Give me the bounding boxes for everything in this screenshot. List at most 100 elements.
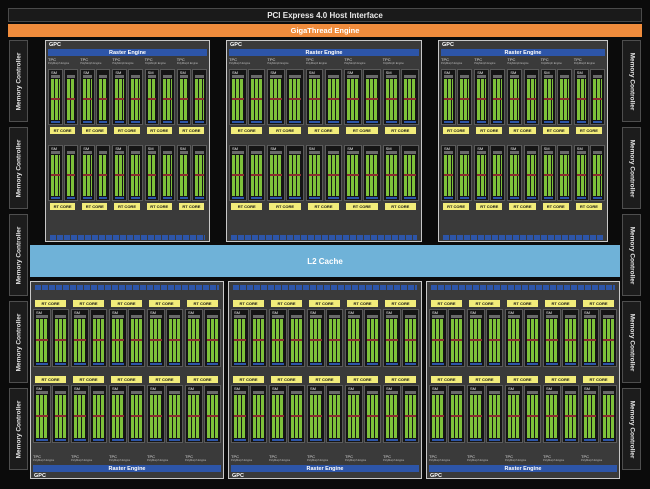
sm-texture-units: [83, 197, 92, 199]
sm-scheduler: [150, 315, 162, 318]
streaming-multiprocessor: [589, 145, 605, 201]
sm-scheduler: [66, 151, 76, 154]
tpc: TPC PolyMorph Engine: [574, 57, 605, 67]
sm-scheduler: [477, 151, 487, 154]
sm-texture-units: [234, 439, 246, 441]
sm-scheduler: [328, 391, 340, 394]
streaming-multiprocessor: SM: [581, 309, 599, 367]
cuda-cores: [270, 79, 283, 120]
polymorph-engine: PolyMorph Engine: [109, 459, 131, 462]
streaming-multiprocessor: [203, 309, 221, 367]
sm-texture-units: [348, 363, 360, 365]
cuda-cores: [488, 319, 500, 362]
sm-label: SM: [432, 310, 438, 315]
sm-scheduler: [546, 315, 558, 318]
sm-scheduler: [576, 151, 586, 154]
sm-scheduler: [51, 151, 60, 154]
sm-label: SM: [150, 310, 156, 315]
sm-texture-units: [576, 121, 586, 123]
rt-core: RT CORE: [269, 203, 301, 210]
tpc: TPC PolyMorph Engine: [543, 454, 579, 464]
sm-texture-units: [131, 197, 140, 199]
sm-scheduler: [510, 75, 520, 78]
sm-label: SM: [543, 146, 550, 151]
cuda-cores: [168, 319, 180, 362]
sm-label: SM: [347, 70, 354, 75]
sm-texture-units: [526, 121, 536, 123]
sm-texture-units: [195, 197, 204, 199]
sm-label: SM: [115, 70, 122, 75]
rt-core: RT CORE: [309, 300, 340, 307]
sm-label: SM: [444, 146, 450, 151]
rt-core: RT CORE: [146, 127, 172, 134]
tpc-label: TPC: [176, 57, 185, 62]
polymorph-engine: PolyMorph Engine: [267, 62, 289, 65]
sm-texture-units: [348, 439, 360, 441]
sm-texture-units: [592, 121, 602, 123]
sm-scheduler: [308, 151, 321, 154]
sm-label: SM: [179, 146, 186, 151]
streaming-multiprocessor: [287, 385, 305, 443]
streaming-multiprocessor: SM: [581, 385, 599, 443]
streaming-multiprocessor: SM: [429, 385, 447, 443]
sm-texture-units: [179, 121, 189, 123]
sm-texture-units: [131, 121, 140, 123]
streaming-multiprocessor: [160, 69, 175, 125]
sm-label: SM: [112, 386, 118, 391]
streaming-multiprocessor: [127, 309, 145, 367]
cuda-cores: [460, 155, 470, 196]
raster-engine: Raster Engine: [231, 465, 419, 472]
sm-label: SM: [386, 386, 392, 391]
streaming-multiprocessor: [556, 69, 572, 125]
cuda-cores: [83, 79, 92, 120]
rt-core: RT CORE: [50, 203, 76, 210]
cuda-cores: [272, 319, 284, 362]
streaming-multiprocessor: SM: [33, 385, 51, 443]
tpc-label: TPC: [229, 57, 237, 62]
tpc: TPC PolyMorph Engine: [581, 454, 617, 464]
sm-label: SM: [385, 70, 392, 75]
tpc: TPC PolyMorph Engine: [229, 57, 265, 67]
sm-texture-units: [188, 363, 200, 365]
streaming-multiprocessor: SM: [543, 385, 561, 443]
polymorph-engine: PolyMorph Engine: [344, 62, 366, 65]
cuda-cores: [308, 155, 321, 196]
cuda-cores: [385, 155, 398, 196]
cuda-cores: [131, 155, 140, 196]
sm-texture-units: [526, 439, 538, 441]
tpc: TPC PolyMorph Engine: [345, 454, 381, 464]
sm-texture-units: [54, 363, 66, 365]
sm-texture-units: [510, 121, 520, 123]
tpc-label: TPC: [147, 454, 155, 459]
polymorph-engine: PolyMorph Engine: [474, 62, 496, 65]
sm-scheduler: [74, 315, 86, 318]
cuda-cores: [66, 79, 76, 120]
rt-core: RT CORE: [346, 127, 378, 134]
sm-scheduler: [98, 151, 108, 154]
streaming-multiprocessor: [95, 145, 111, 201]
rt-core: RT CORE: [443, 127, 470, 134]
sm-scheduler: [327, 151, 340, 154]
sm-texture-units: [470, 363, 482, 365]
cuda-cores: [327, 79, 340, 120]
sm-label: SM: [147, 146, 154, 151]
streaming-multiprocessor: SM: [382, 69, 401, 125]
polymorph-engine: PolyMorph Engine: [269, 459, 291, 462]
sm-texture-units: [252, 439, 264, 441]
sm-texture-units: [347, 121, 359, 123]
sm-label: SM: [584, 386, 590, 391]
streaming-multiprocessor: [63, 69, 79, 125]
sm-scheduler: [179, 151, 189, 154]
streaming-multiprocessor: SM: [176, 145, 192, 201]
sm-scheduler: [206, 315, 218, 318]
raster-engine: Raster Engine: [33, 465, 221, 472]
tpc-label: TPC: [112, 57, 121, 62]
streaming-multiprocessor: [447, 309, 465, 367]
sm-scheduler: [179, 75, 189, 78]
rt-core: RT CORE: [384, 127, 416, 134]
streaming-multiprocessor: SM: [71, 385, 89, 443]
sm-scheduler: [366, 391, 378, 394]
sm-scheduler: [168, 391, 180, 394]
sm-scheduler: [98, 75, 108, 78]
sm-texture-units: [404, 197, 416, 199]
